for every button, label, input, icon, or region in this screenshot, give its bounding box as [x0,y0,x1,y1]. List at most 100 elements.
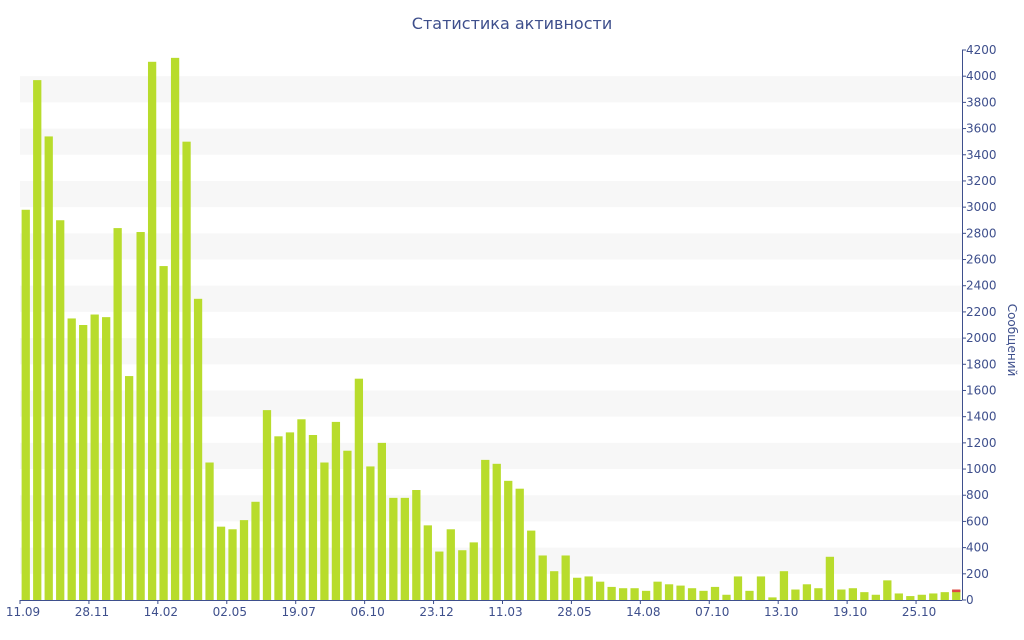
bar [699,590,708,600]
bar [871,594,880,600]
bar [320,462,329,600]
chart-title: Статистика активности [411,14,613,33]
x-tick-label: 23.12 [419,605,453,619]
y-tick-label: 3000 [966,200,997,214]
y-tick-label: 2400 [966,279,997,293]
bar [710,586,720,600]
y-tick-label: 4000 [966,69,997,83]
y-tick-label: 3200 [966,174,997,188]
bar [538,555,547,600]
bar [67,318,76,600]
bar [377,442,387,600]
bar [745,590,754,600]
bar [940,592,949,600]
bar [676,585,685,600]
bar [389,497,398,600]
x-tick-label: 19.10 [833,605,867,619]
y-tick-label: 1600 [966,383,997,397]
bar [423,525,432,600]
bar [297,419,306,600]
bar [102,317,111,600]
bar [446,529,455,600]
bar [595,581,605,600]
bar [550,571,559,600]
y-tick-label: 1000 [966,462,997,476]
bar [458,550,467,600]
bar [492,463,501,600]
bar-highlight [952,589,961,593]
y-tick-label: 0 [966,593,974,607]
bar [262,410,272,600]
bar [641,590,651,600]
y-tick-label: 3600 [966,122,997,136]
bar [90,314,99,600]
bar [412,490,421,600]
bar [917,594,926,600]
bar [193,298,203,600]
bar [481,459,490,600]
bar [216,526,226,600]
bar [147,61,157,601]
y-tick-label: 1200 [966,436,997,450]
x-tick-label: 14.08 [626,605,660,619]
bar [929,593,938,600]
bar [618,588,628,600]
bar [182,141,191,600]
x-axis: 11.09 28.11 14.02 02.05 19.07 06.10 23.12 11.03… [6,600,936,619]
bar [837,589,846,600]
bar [113,228,122,600]
x-tick-label: 14.02 [144,605,178,619]
bar [573,577,582,600]
bar [779,571,789,600]
bar [239,520,249,600]
bar [814,588,823,600]
bar [722,594,731,600]
bar [331,421,341,600]
bar [906,596,915,600]
bar [136,232,145,600]
x-tick-label: 11.09 [6,605,40,619]
bar [44,136,53,600]
bar [653,581,662,600]
bar [56,220,65,600]
grid-band [20,233,962,260]
bar [308,435,318,600]
bar [33,80,42,601]
x-tick-label: 06.10 [350,605,384,619]
bar [366,466,375,600]
grid-band [20,76,962,103]
bar [952,589,961,600]
bar [251,501,260,600]
bar [285,432,295,600]
bar [515,488,524,600]
bar [733,576,743,600]
bar [664,584,674,600]
bar [170,57,180,601]
bar [274,436,283,600]
bar [504,480,513,600]
y-tick-label: 800 [966,488,989,502]
x-tick-label: 13.10 [764,605,798,619]
x-tick-label: 28.11 [75,605,109,619]
bar [791,589,800,600]
y-tick-label: 2200 [966,305,997,319]
y-tick-label: 400 [966,541,989,555]
bar [825,556,835,600]
bar [228,529,237,600]
y-tick-label: 1800 [966,357,997,371]
bar [768,597,777,600]
bar [354,378,364,600]
bar [124,376,134,600]
y-tick-label: 1400 [966,410,997,424]
bar [469,542,478,600]
bar [527,530,536,600]
grid-band [20,128,962,155]
bar [561,555,570,600]
x-tick-label: 07.10 [695,605,729,619]
y-axis-title: Сообщений [1005,304,1019,377]
bar [205,462,214,600]
x-tick-label: 28.05 [557,605,591,619]
y-tick-label: 2000 [966,331,997,345]
